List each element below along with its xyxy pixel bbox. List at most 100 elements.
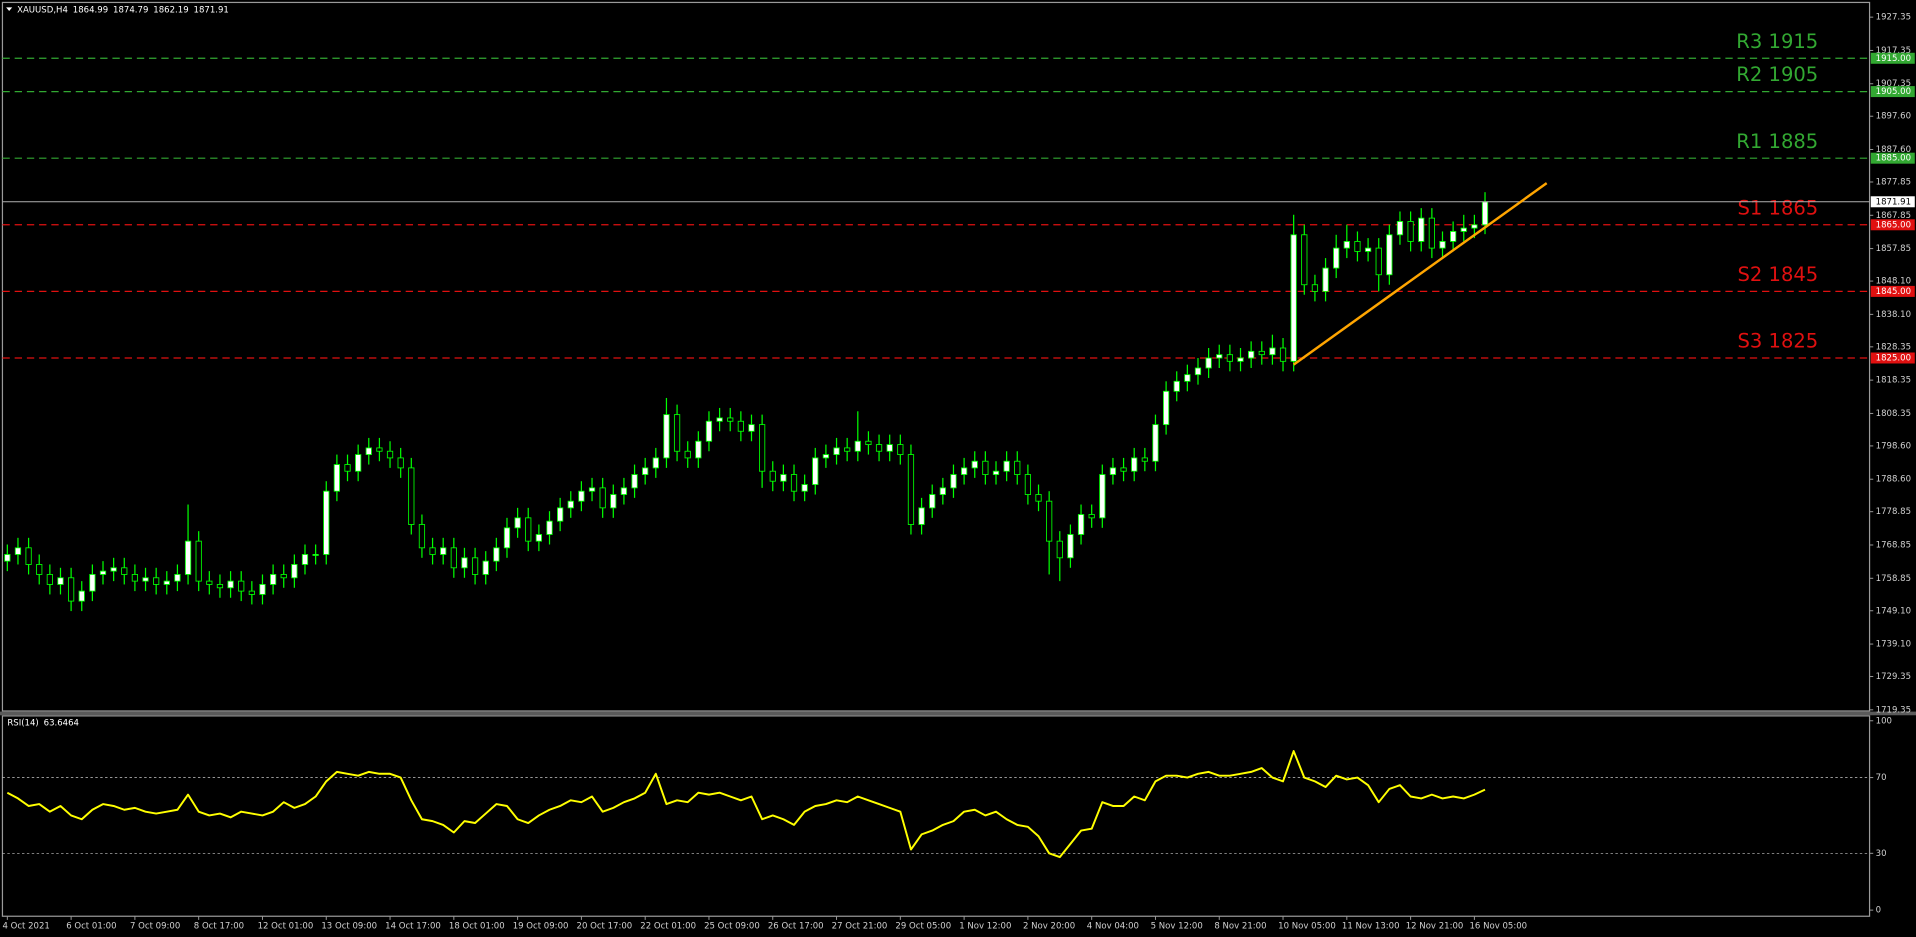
- candle-body: [163, 580, 170, 585]
- candle-body: [833, 447, 840, 455]
- y-tick-label: 1758.85: [1876, 574, 1911, 584]
- candle-body: [1056, 540, 1063, 559]
- candle-body: [344, 464, 351, 472]
- ohlc-value: 1864.99: [73, 5, 108, 15]
- y-tick-label: 1788.60: [1876, 475, 1911, 485]
- y-tick-label: 1838.10: [1876, 310, 1911, 320]
- candle-body: [269, 574, 277, 585]
- candle-body: [206, 580, 213, 585]
- candle-body: [748, 424, 755, 432]
- candle-body: [631, 474, 638, 489]
- candle-body: [1205, 357, 1212, 369]
- candle-body: [759, 424, 766, 472]
- candle-body: [652, 457, 659, 469]
- y-tick-label: 30: [1876, 849, 1887, 859]
- level-label: R3 1915: [1736, 30, 1818, 53]
- candle-body: [684, 450, 691, 459]
- candle-body: [1428, 217, 1435, 249]
- pane-separator: [0, 711, 1916, 716]
- candle-body: [4, 554, 11, 562]
- candle-body: [312, 554, 319, 556]
- candle-body: [982, 460, 989, 475]
- candle-body: [929, 494, 936, 509]
- candle-body: [1024, 474, 1032, 495]
- candle-body: [875, 444, 883, 452]
- candle-body: [886, 444, 893, 452]
- candle-body: [737, 420, 744, 432]
- candle-body: [36, 564, 43, 575]
- candle-body: [1343, 241, 1350, 249]
- y-tick-label: 1739.10: [1876, 640, 1911, 650]
- candle-body: [1279, 347, 1287, 362]
- x-tick-label: 25 Oct 09:00: [704, 922, 760, 932]
- candle-body: [323, 490, 330, 555]
- candle-body: [174, 574, 181, 582]
- candle-body: [1131, 457, 1138, 472]
- candle-body: [727, 417, 734, 422]
- candle-body: [1269, 347, 1276, 356]
- candle-body: [1046, 500, 1053, 542]
- candle-body: [1014, 460, 1021, 475]
- candle-body: [535, 534, 542, 542]
- candle-body: [450, 547, 457, 569]
- x-tick-label: 10 Nov 05:00: [1278, 922, 1336, 932]
- candle-body: [1120, 467, 1127, 472]
- candle-body: [1226, 354, 1233, 362]
- level-label: S3 1825: [1737, 330, 1818, 353]
- y-tick-label: 1798.60: [1876, 441, 1911, 451]
- candle-body: [376, 447, 383, 452]
- y-tick-label: 1887.60: [1876, 145, 1911, 155]
- candle-body: [663, 414, 670, 459]
- x-tick-label: 4 Nov 04:00: [1087, 922, 1139, 932]
- candle-body: [822, 454, 830, 459]
- candle-body: [68, 577, 75, 602]
- y-tick-label: 70: [1876, 773, 1887, 783]
- level-price-box: [1870, 52, 1915, 64]
- candle-body: [291, 564, 298, 579]
- candle-body: [1364, 247, 1372, 252]
- level-label: R1 1885: [1736, 130, 1818, 153]
- y-tick-label: 1927.35: [1876, 13, 1911, 23]
- candle-body: [642, 467, 649, 475]
- candle-body: [471, 557, 479, 575]
- candle-body: [673, 414, 681, 452]
- rsi-line: [6, 750, 1486, 859]
- candle-body: [1067, 534, 1074, 559]
- candle-body: [131, 574, 139, 582]
- level-price-box: [1870, 352, 1915, 364]
- level-label: S1 1865: [1737, 196, 1818, 219]
- x-tick-label: 29 Oct 05:00: [895, 922, 951, 932]
- candle-body: [780, 474, 787, 482]
- candle-body: [1258, 350, 1265, 356]
- x-tick-label: 6 Oct 01:00: [66, 922, 116, 932]
- candle-body: [992, 470, 1000, 475]
- candle-body: [790, 474, 798, 492]
- price-pane: [1, 1, 1871, 712]
- level-price-label: 1885.00: [1876, 154, 1911, 164]
- candle-body: [1216, 354, 1223, 359]
- level-price-label: 1845.00: [1876, 287, 1911, 297]
- candle-body: [1290, 234, 1297, 362]
- current-price-label: 1871.91: [1876, 197, 1911, 207]
- candle-body: [195, 540, 202, 582]
- x-tick-label: 26 Oct 17:00: [768, 922, 824, 932]
- candle-body: [705, 420, 713, 442]
- x-tick-label: 7 Oct 09:00: [130, 922, 180, 932]
- x-tick-label: 8 Nov 21:00: [1214, 922, 1266, 932]
- candle-body: [1407, 221, 1414, 242]
- level-price-box: [1870, 152, 1915, 164]
- candle-body: [227, 580, 234, 589]
- x-tick-label: 13 Oct 09:00: [321, 922, 377, 932]
- candle-body: [1141, 457, 1148, 462]
- candle-body: [408, 467, 415, 525]
- rsi-pane: [1, 715, 1871, 917]
- candle-body: [939, 487, 946, 495]
- ohlc-value: 1874.79: [113, 5, 148, 15]
- y-tick-label: 1848.10: [1876, 277, 1911, 287]
- x-tick-label: 18 Oct 01:00: [449, 922, 505, 932]
- level-price-box: [1870, 86, 1915, 98]
- candle-body: [238, 580, 245, 592]
- candle-body: [78, 590, 85, 602]
- candle-body: [1301, 234, 1308, 286]
